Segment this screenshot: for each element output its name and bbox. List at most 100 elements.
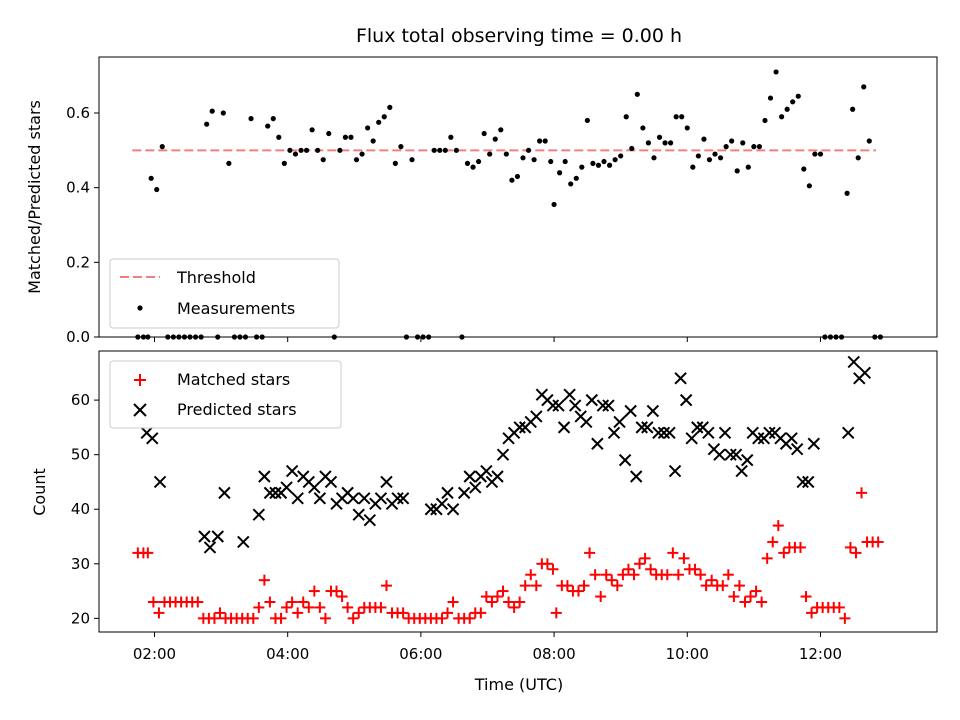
matched-point [572, 585, 584, 597]
predicted-point [313, 492, 327, 505]
matched-point [475, 607, 487, 619]
predicted-point [802, 475, 815, 489]
measurement-point [475, 158, 482, 165]
matched-point [561, 580, 573, 592]
measurement-point [525, 147, 532, 153]
measurement-point [498, 127, 504, 133]
matched-point [292, 607, 304, 619]
predicted-point [291, 492, 304, 505]
predicted-point [635, 421, 648, 434]
matched-point [767, 536, 779, 548]
measurement-point [159, 144, 165, 150]
measurement-point [795, 93, 801, 99]
measurement-point [298, 147, 304, 153]
matched-point [153, 607, 165, 619]
measurement-point [812, 151, 818, 157]
matched-point [661, 569, 673, 581]
predicted-point [674, 372, 687, 385]
matched-point [856, 487, 868, 499]
predicted-point [280, 481, 293, 494]
measurement-point [437, 147, 443, 153]
matched-point [772, 520, 784, 532]
measurement-point [531, 157, 537, 163]
matched-point [750, 585, 762, 597]
measurement-point [562, 158, 568, 165]
matched-point [491, 591, 503, 603]
measurement-point [209, 108, 215, 114]
matched-point [695, 569, 707, 581]
measurement-point [734, 168, 740, 174]
measurement-point [595, 162, 602, 168]
predicted-point [552, 399, 565, 412]
matched-point [689, 563, 701, 575]
matched-point [380, 580, 392, 592]
bottom-plot-frame [98, 350, 938, 633]
predicted-point [198, 530, 211, 543]
matched-point [258, 574, 270, 586]
measurement-point [514, 173, 521, 180]
measurement-point [548, 158, 554, 165]
measurement-point [348, 134, 354, 140]
measurement-point [220, 110, 226, 116]
matched-point [192, 596, 204, 608]
matched-point [578, 580, 590, 592]
matched-point [600, 569, 612, 581]
legend-predicted-label: Predicted stars [177, 400, 297, 419]
predicted-point [735, 464, 748, 478]
x-tick-label: 12:00 [799, 645, 842, 663]
measurement-point [806, 183, 812, 189]
matched-point [447, 596, 459, 608]
bottom-y-tick-label: 40 [71, 500, 90, 518]
matched-point [336, 591, 348, 603]
predicted-point [263, 486, 277, 500]
measurement-point [281, 160, 287, 166]
predicted-point [652, 426, 665, 440]
measurement-point [673, 114, 679, 120]
predicted-point [269, 486, 282, 500]
predicted-point [646, 404, 660, 418]
measurement-point [684, 125, 690, 131]
measurement-point [557, 170, 563, 176]
measurement-point [712, 151, 718, 157]
predicted-point [841, 426, 855, 440]
matched-point [550, 607, 562, 619]
measurement-point [601, 158, 607, 165]
predicted-point [496, 448, 510, 461]
measurement-point [756, 144, 763, 150]
measurement-point [431, 147, 437, 153]
bottom-y-tick-label: 60 [71, 391, 90, 409]
measurement-point [492, 136, 498, 142]
matched-point [264, 596, 276, 608]
measurement-point [606, 162, 613, 168]
matched-point [442, 607, 454, 619]
matched-point [497, 585, 509, 597]
matched-point [722, 569, 734, 581]
top-plot-frame [98, 56, 938, 338]
matched-point [800, 591, 812, 603]
measurement-point [365, 125, 371, 131]
measurement-point [817, 151, 824, 157]
predicted-point [557, 421, 571, 434]
predicted-point [391, 492, 404, 505]
measurement-point [623, 114, 629, 120]
matched-point [850, 547, 862, 559]
measurement-point [668, 140, 674, 146]
matched-point [617, 569, 629, 581]
predicted-point [546, 399, 560, 412]
measurement-point [265, 123, 271, 129]
predicted-point [618, 453, 632, 467]
matched-point [745, 591, 757, 603]
measurement-point [359, 151, 365, 157]
measurement-point [723, 144, 729, 150]
predicted-point [441, 486, 454, 500]
measurement-point [270, 116, 276, 122]
measurement-point [453, 147, 459, 153]
measurement-point [629, 145, 635, 152]
predicted-point [613, 415, 626, 429]
matched-point [147, 596, 159, 608]
predicted-point [396, 492, 410, 505]
matched-point [700, 580, 712, 592]
x-tick-label: 06:00 [399, 645, 442, 663]
top-y-tick-label: 0.2 [66, 253, 90, 271]
predicted-point [785, 432, 798, 445]
